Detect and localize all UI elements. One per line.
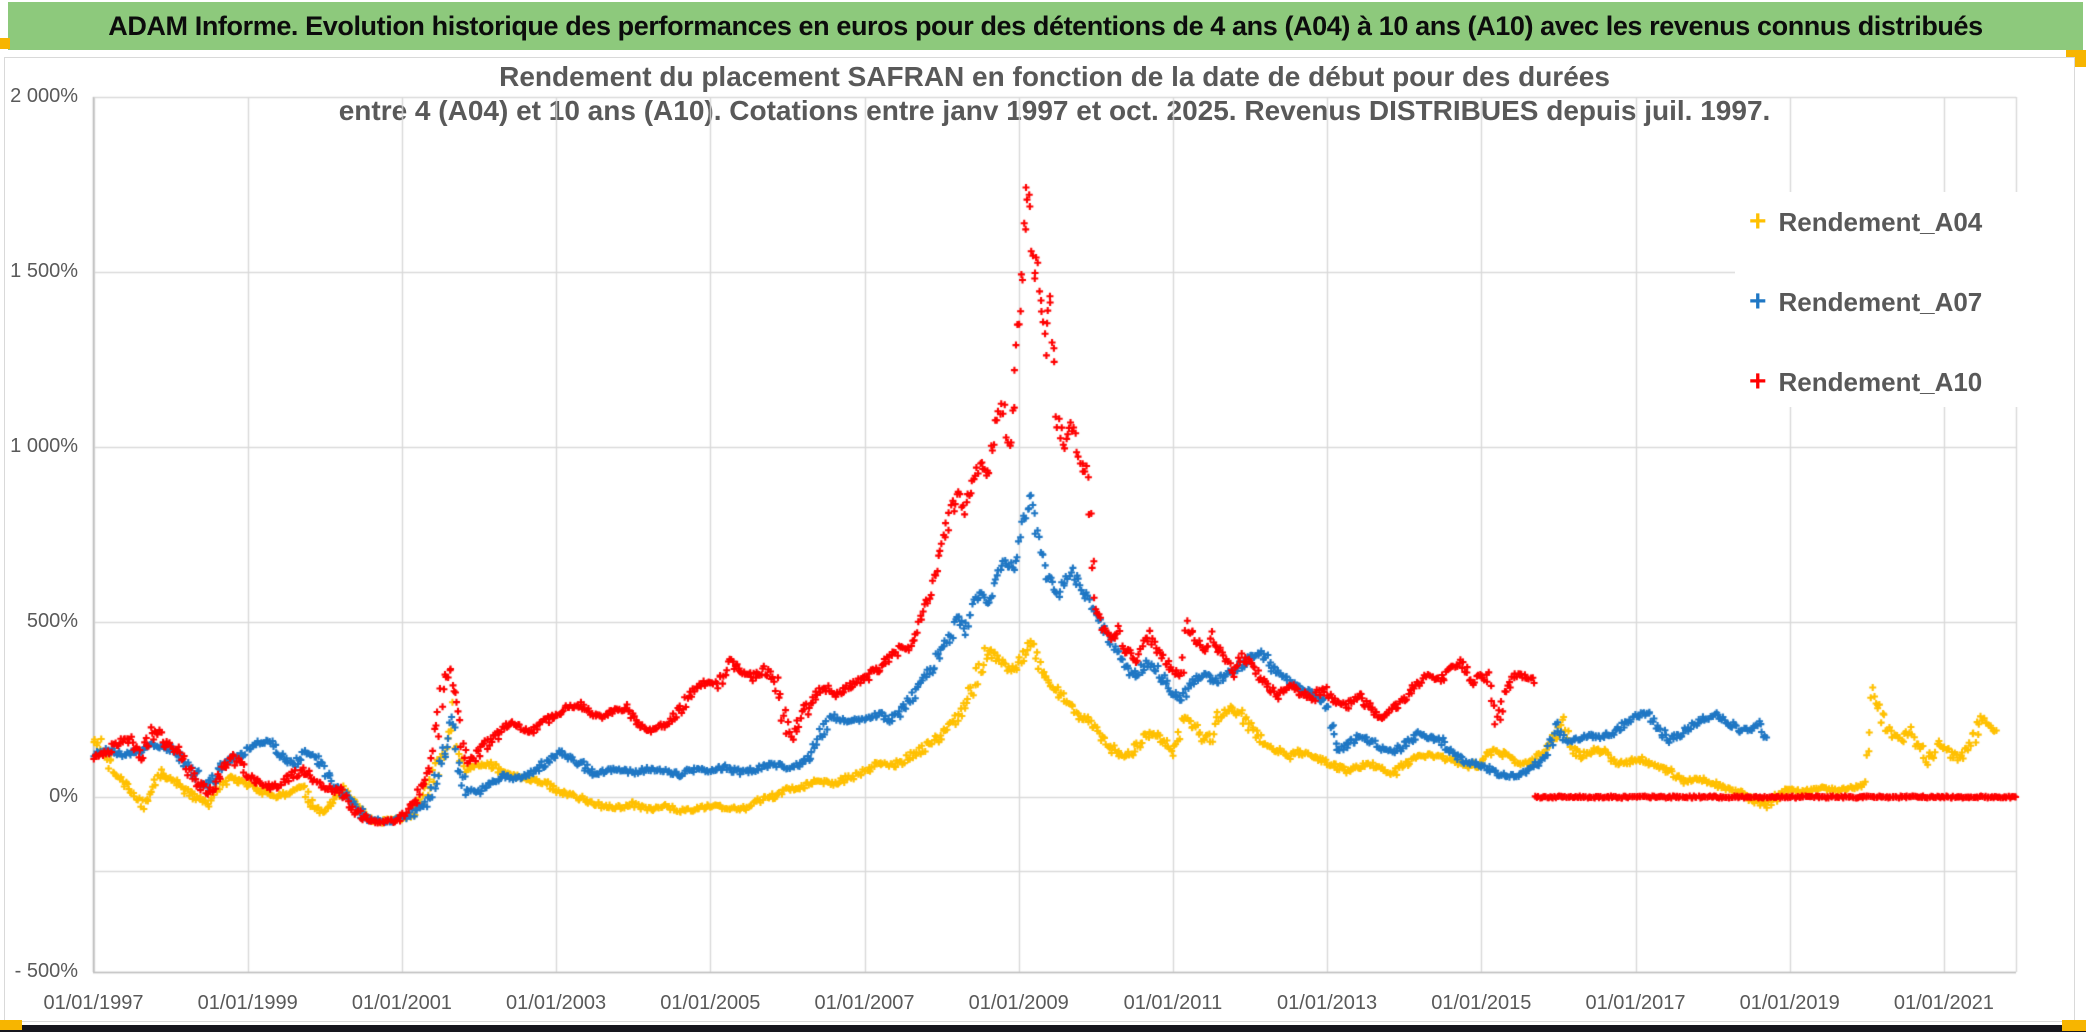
- bottom-bar: [0, 1025, 2086, 1032]
- x-tick-label: 01/01/1999: [197, 992, 298, 1014]
- x-tick-label: 01/01/2017: [1585, 992, 1686, 1014]
- y-tick-label: 1 000%: [10, 435, 78, 457]
- y-tick-label: 500%: [26, 610, 78, 632]
- legend: + Rendement_A04 + Rendement_A07 + Rendement_A…: [1735, 192, 2065, 407]
- x-tick-label: 01/01/2011: [1123, 992, 1223, 1014]
- x-tick-label: 01/01/2007: [814, 992, 915, 1014]
- y-tick-label: 1 500%: [10, 260, 78, 282]
- x-tick-label: 01/01/2021: [1893, 992, 1994, 1014]
- x-tick-label: 01/01/2015: [1431, 992, 1532, 1014]
- legend-plus-marker-icon: +: [1749, 205, 1767, 238]
- legend-label: Rendement_A10: [1778, 366, 1983, 397]
- legend-label: Rendement_A04: [1778, 206, 1983, 237]
- legend-item-rendement_a07: + Rendement_A07: [1749, 284, 1982, 320]
- legend-plus-marker-icon: +: [1749, 365, 1767, 398]
- x-tick-label: 01/01/2005: [660, 992, 761, 1014]
- gold-accent-bottom-right: [2062, 1020, 2086, 1031]
- x-tick-label: 01/01/2013: [1277, 992, 1378, 1014]
- gold-accent-bottom-left: [0, 1020, 22, 1030]
- x-tick-label: 01/01/2001: [351, 992, 452, 1014]
- y-tick-label: 0%: [49, 785, 78, 807]
- x-tick-label: 01/01/2003: [506, 992, 607, 1014]
- x-tick-label: 01/01/2009: [968, 992, 1069, 1014]
- x-tick-label: 01/01/2019: [1739, 992, 1840, 1014]
- legend-item-rendement_a04: + Rendement_A04: [1749, 204, 1982, 240]
- legend-label: Rendement_A07: [1778, 286, 1983, 317]
- legend-item-rendement_a10: + Rendement_A10: [1749, 364, 1982, 400]
- legend-plus-marker-icon: +: [1749, 285, 1767, 318]
- y-tick-label: 2 000%: [10, 85, 78, 107]
- x-tick-label: 01/01/1997: [43, 992, 144, 1014]
- y-tick-label: - 500%: [14, 960, 78, 982]
